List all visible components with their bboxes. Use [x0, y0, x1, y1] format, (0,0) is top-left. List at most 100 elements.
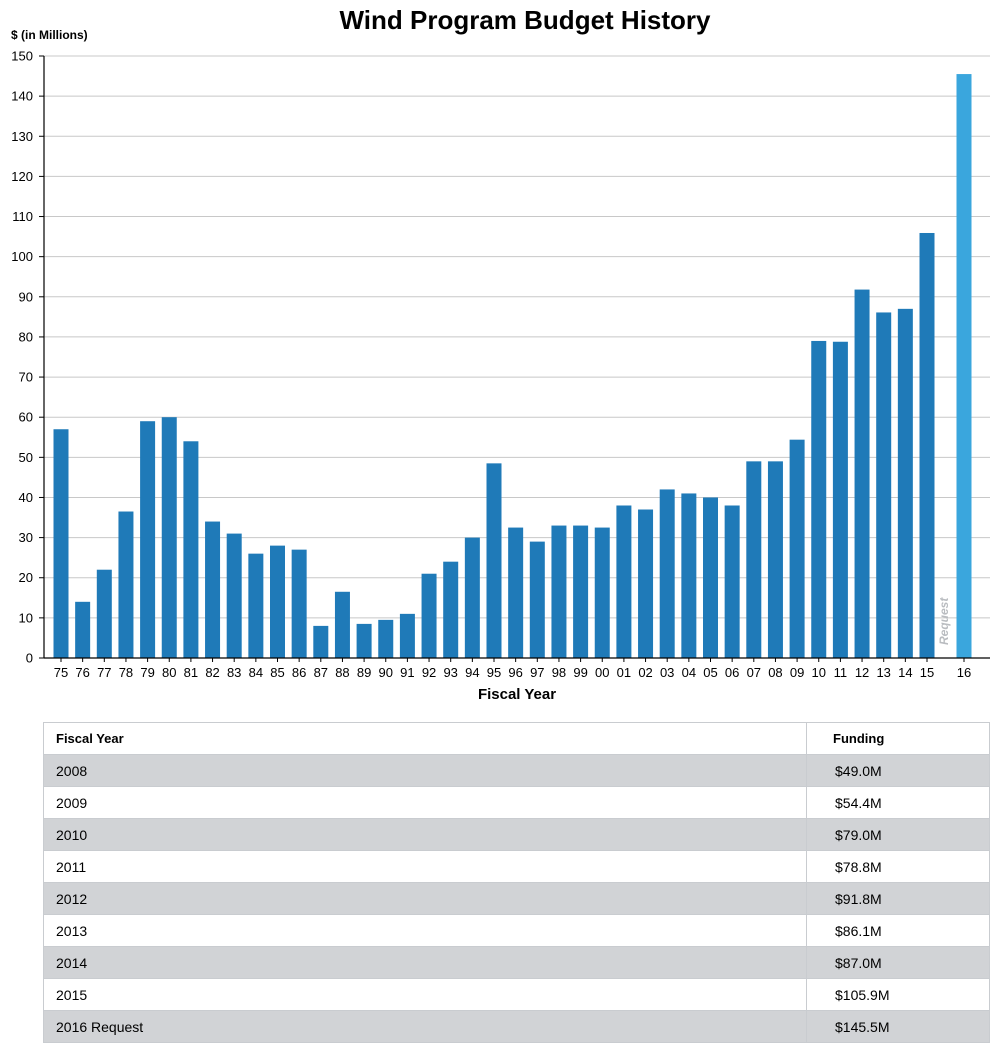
table-row: 2013 $86.1M	[43, 914, 990, 947]
x-tick-label: 91	[400, 665, 414, 680]
bar-98	[551, 525, 567, 658]
x-tick-label: 82	[205, 665, 219, 680]
table-header-row: Fiscal Year Funding	[43, 722, 990, 755]
x-tick-label: 06	[725, 665, 739, 680]
x-tick-label: 90	[379, 665, 393, 680]
fiscal-year-cell: 2013	[43, 914, 807, 947]
bar-91	[399, 613, 415, 658]
x-tick-labels: 75 76 77 78 79 80 81 82 83 84 85 86 87 88 89 90 91 92 93 94…	[54, 665, 971, 680]
y-tick-label: 70	[19, 370, 33, 385]
x-tick-label: 86	[292, 665, 306, 680]
bar-95	[486, 463, 502, 658]
x-tick-label: 07	[747, 665, 761, 680]
y-tick-labels: 0 10 20 30 40 50 60 70 80 90 100 110 120 130 140 150	[11, 49, 33, 666]
y-tick-label: 20	[19, 570, 33, 585]
funding-cell: $87.0M	[806, 946, 990, 979]
table-row: 2016 Request $145.5M	[43, 1010, 990, 1043]
bar-89	[356, 623, 372, 658]
x-tick-label: 77	[97, 665, 111, 680]
bar-83	[226, 533, 242, 658]
bar-00	[594, 527, 610, 658]
x-tick-label: 03	[660, 665, 674, 680]
bar-09	[789, 439, 805, 658]
x-tick-label: 00	[595, 665, 609, 680]
x-tick-label: 76	[75, 665, 89, 680]
funding-cell: $49.0M	[806, 754, 990, 787]
x-tick-label: 85	[270, 665, 284, 680]
bar-03	[659, 489, 675, 658]
bars	[53, 74, 972, 658]
bar-14	[897, 308, 913, 658]
bar-78	[118, 511, 134, 658]
x-tick-label: 81	[184, 665, 198, 680]
bar-05	[703, 497, 718, 658]
bar-97	[529, 541, 545, 658]
x-tick-label: 15	[920, 665, 934, 680]
x-tick-label: 14	[898, 665, 912, 680]
x-tick-label: 83	[227, 665, 241, 680]
bar-99	[573, 525, 589, 658]
bar-08	[767, 461, 783, 658]
bar-01	[616, 505, 632, 658]
y-tick-label: 0	[26, 651, 33, 666]
fiscal-year-cell: 2009	[43, 786, 807, 819]
x-tick-label: 01	[617, 665, 631, 680]
bar-84	[248, 553, 264, 658]
x-tick-label: 84	[249, 665, 263, 680]
bar-94	[464, 537, 480, 658]
x-tick-label: 89	[357, 665, 371, 680]
x-tick-label: 75	[54, 665, 68, 680]
x-tick-label: 96	[508, 665, 522, 680]
y-tick-label: 30	[19, 530, 33, 545]
y-tick-label: 80	[19, 329, 33, 344]
table-row: 2011 $78.8M	[43, 850, 990, 883]
y-tick-label: 50	[19, 450, 33, 465]
y-tick-label: 120	[11, 169, 33, 184]
funding-cell: $78.8M	[806, 850, 990, 883]
x-tick-label: 95	[487, 665, 501, 680]
fiscal-year-cell: 2012	[43, 882, 807, 915]
table-row: 2008 $49.0M	[43, 754, 990, 787]
x-tick-label: 80	[162, 665, 176, 680]
header-fiscal-year: Fiscal Year	[43, 722, 807, 755]
funding-cell: $91.8M	[806, 882, 990, 915]
x-tick-label: 05	[703, 665, 717, 680]
table-row: 2014 $87.0M	[43, 946, 990, 979]
fiscal-year-cell: 2010	[43, 818, 807, 851]
x-axis-label: Fiscal Year	[478, 686, 556, 703]
funding-cell: $79.0M	[806, 818, 990, 851]
gridlines	[44, 55, 990, 619]
y-tick-label: 150	[11, 49, 33, 64]
bar-79	[140, 421, 156, 658]
funding-table: Fiscal Year Funding 2008 $49.0M 2009 $54.4M…	[43, 722, 990, 1043]
table-row: 2012 $91.8M	[43, 882, 990, 915]
chart-title: Wind Program Budget History	[339, 5, 711, 35]
header-funding: Funding	[806, 722, 990, 755]
x-tick-label: 92	[422, 665, 436, 680]
bar-10	[811, 340, 827, 658]
bar-02	[638, 509, 654, 658]
bar-90	[378, 619, 394, 658]
x-tick-label: 78	[119, 665, 133, 680]
bar-06	[724, 505, 740, 658]
bar-77	[96, 569, 112, 658]
x-tick-label: 88	[335, 665, 349, 680]
funding-cell: $145.5M	[806, 1010, 990, 1043]
bar-96	[508, 527, 524, 658]
bar-07	[746, 461, 762, 658]
x-tick-label: 04	[682, 665, 696, 680]
bar-80	[161, 417, 177, 658]
x-tick-label: 10	[812, 665, 826, 680]
fiscal-year-cell: 2011	[43, 850, 807, 883]
x-tick-label: 13	[876, 665, 890, 680]
x-tick-label: 09	[790, 665, 804, 680]
bar-04	[681, 493, 697, 658]
bar-11	[832, 341, 848, 658]
y-tick-label: 10	[19, 610, 33, 625]
y-tick-label: 100	[11, 249, 33, 264]
fiscal-year-cell: 2008	[43, 754, 807, 787]
x-tick-label: 11	[834, 665, 848, 680]
bar-15	[919, 232, 935, 658]
bar-93	[443, 561, 459, 658]
bar-87	[313, 625, 329, 658]
